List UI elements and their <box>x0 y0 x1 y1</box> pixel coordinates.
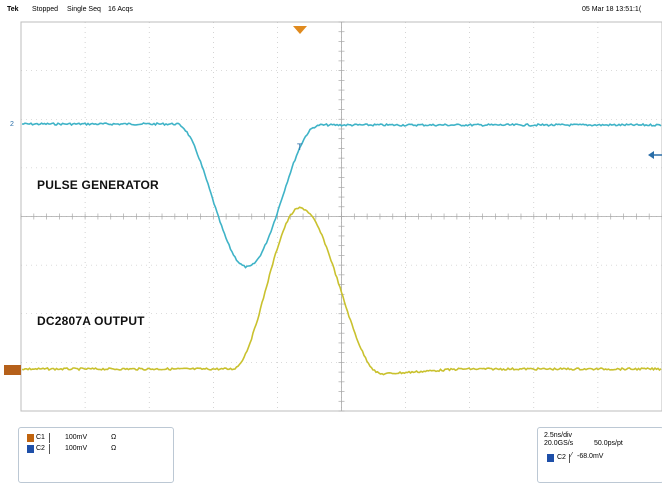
trigger-slope-icon: ⁄ <box>571 452 573 459</box>
status-bar: Tek Stopped Single Seq 16 Acqs 05 Mar 18… <box>0 0 662 22</box>
divider <box>569 454 570 463</box>
trigger-position-marker[interactable] <box>293 26 307 34</box>
sample-rate: 20.0GS/s <box>544 440 574 447</box>
ch2-trace <box>21 122 662 269</box>
ch2-trace-label: PULSE GENERATOR <box>37 178 159 192</box>
trigger-level[interactable]: -68.0mV <box>577 453 604 460</box>
record-resolution: 50.0ps/pt <box>594 440 623 447</box>
ch2-ground-marker[interactable]: 2 <box>10 121 14 128</box>
run-state: Stopped <box>32 6 59 13</box>
ch1-ground-marker[interactable] <box>4 365 21 375</box>
ch2-color-swatch <box>27 445 34 453</box>
waveform-display[interactable]: T 2 <box>0 0 662 430</box>
channel-settings-panel[interactable]: C1 100mV Ω C2 100mV Ω <box>18 427 174 483</box>
acquisition-mode: Single Seq <box>67 6 101 13</box>
ch1-name[interactable]: C1 <box>36 434 45 441</box>
horizontal-scale[interactable]: 2.5ns/div <box>544 432 573 439</box>
ch1-trace <box>21 206 662 376</box>
trigger-level-arrow-icon[interactable] <box>648 151 662 159</box>
trigger-source[interactable]: C2 <box>557 454 566 461</box>
timebase-panel[interactable]: 2.5ns/div 20.0GS/s 50.0ps/pt C2 ⁄ -68.0m… <box>537 427 662 483</box>
grid-lines <box>20 21 662 412</box>
ch2-scale[interactable]: 100mV <box>65 445 88 452</box>
ch1-impedance: Ω <box>111 434 117 441</box>
ch2-impedance: Ω <box>111 445 117 452</box>
ch1-scale[interactable]: 100mV <box>65 434 88 441</box>
acquisition-count: 16 Acqs <box>108 6 133 13</box>
ch1-trace-label: DC2807A OUTPUT <box>37 314 145 328</box>
ch2-name[interactable]: C2 <box>36 445 45 452</box>
trigger-source-swatch <box>547 454 554 462</box>
ch1-color-swatch <box>27 434 34 442</box>
ch2-trigger-point-icon: T <box>297 142 303 152</box>
divider <box>49 433 50 443</box>
divider <box>49 444 50 454</box>
brand-label: Tek <box>7 6 19 13</box>
date-time: 05 Mar 18 13:51:1( <box>582 6 642 13</box>
